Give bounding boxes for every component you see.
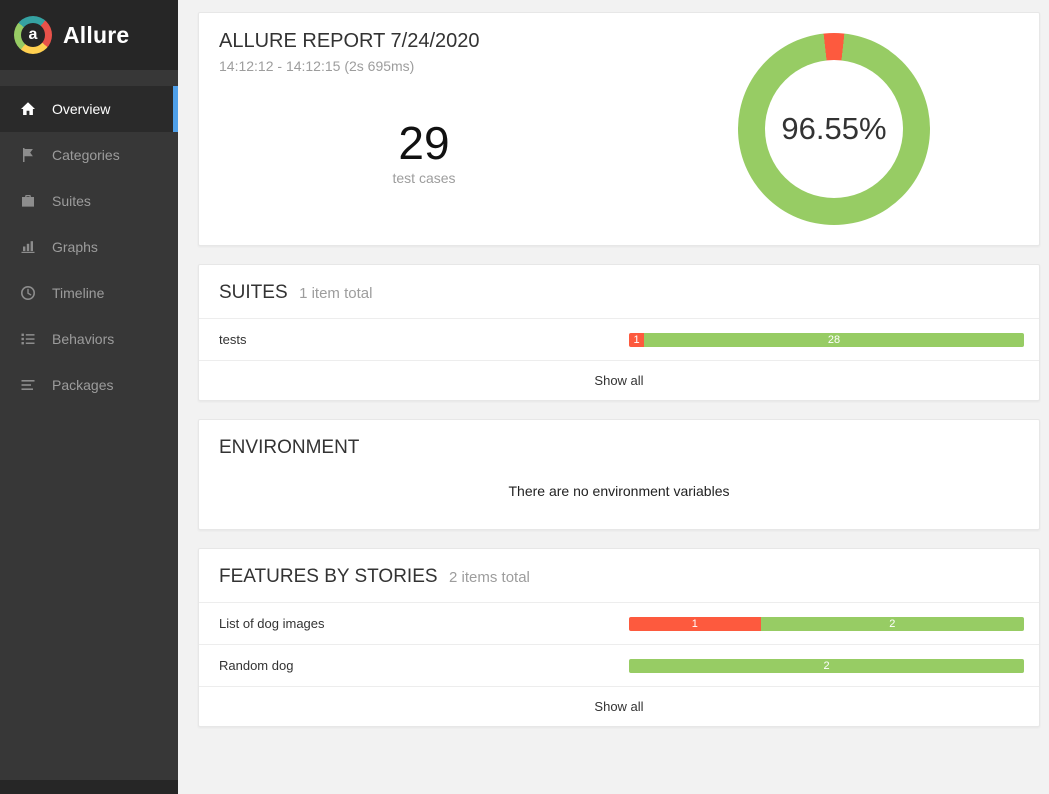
sidebar-collapse-toggle[interactable] bbox=[0, 780, 178, 794]
brand-name: Allure bbox=[63, 21, 130, 48]
suite-row[interactable]: tests 1 28 bbox=[199, 318, 1039, 360]
overview-right: 96.55% bbox=[629, 13, 1039, 245]
sidebar-item-label: Suites bbox=[52, 193, 91, 209]
sidebar-item-label: Graphs bbox=[52, 239, 98, 255]
sidebar-item-label: Categories bbox=[52, 147, 120, 163]
report-title: ALLURE REPORT 7/24/2020 bbox=[219, 30, 480, 52]
overview-card: ALLURE REPORT 7/24/2020 14:12:12 - 14:12… bbox=[198, 12, 1040, 246]
suites-card: SUITES 1 item total tests 1 28 Show all bbox=[198, 264, 1040, 401]
sidebar-item-behaviors[interactable]: Behaviors bbox=[0, 316, 178, 362]
bar-segment-failed: 1 bbox=[629, 616, 761, 631]
bar-segment-passed: 2 bbox=[760, 616, 1024, 631]
environment-title: ENVIRONMENT bbox=[219, 437, 360, 458]
sidebar-item-label: Timeline bbox=[52, 285, 105, 301]
total-tests-block: 29 test cases bbox=[219, 74, 629, 231]
total-tests-label: test cases bbox=[392, 170, 456, 187]
allure-logo-icon: a bbox=[14, 16, 52, 54]
sidebar-item-label: Behaviors bbox=[52, 331, 115, 347]
sidebar-item-packages[interactable]: Packages bbox=[0, 362, 178, 408]
sidebar-item-overview[interactable]: Overview bbox=[0, 86, 178, 132]
success-rate-label: 96.55% bbox=[781, 111, 887, 146]
report-time-range: 14:12:12 - 14:12:15 (2s 695ms) bbox=[219, 58, 415, 74]
suites-subtitle: 1 item total bbox=[299, 285, 373, 302]
environment-card: ENVIRONMENT There are no environment var… bbox=[198, 419, 1040, 530]
bar-chart-icon bbox=[19, 239, 37, 255]
sidebar-item-timeline[interactable]: Timeline bbox=[0, 270, 178, 316]
success-rate-donut[interactable]: 96.55% bbox=[738, 33, 930, 225]
feature-stats-bar: 2 bbox=[629, 658, 1024, 673]
feature-name: List of dog images bbox=[219, 616, 325, 631]
features-show-all-link[interactable]: Show all bbox=[199, 686, 1039, 726]
bar-segment-failed: 1 bbox=[629, 332, 644, 347]
features-header: FEATURES BY STORIES 2 items total bbox=[199, 549, 1039, 602]
clock-icon bbox=[19, 285, 37, 301]
suite-stats-bar: 1 28 bbox=[629, 332, 1024, 347]
brand: a Allure bbox=[0, 0, 178, 70]
overview-left: ALLURE REPORT 7/24/2020 14:12:12 - 14:12… bbox=[199, 13, 629, 245]
sidebar-item-label: Packages bbox=[52, 377, 114, 393]
align-left-icon bbox=[19, 377, 37, 393]
list-icon bbox=[19, 331, 37, 347]
suites-show-all-link[interactable]: Show all bbox=[199, 360, 1039, 400]
briefcase-icon bbox=[19, 193, 37, 209]
suite-name: tests bbox=[219, 332, 247, 347]
allure-logo-letter: a bbox=[21, 23, 45, 47]
sidebar-nav: Overview Categories Suites Graphs bbox=[0, 86, 178, 780]
main-content: ALLURE REPORT 7/24/2020 14:12:12 - 14:12… bbox=[178, 0, 1049, 794]
sidebar-item-categories[interactable]: Categories bbox=[0, 132, 178, 178]
features-title: FEATURES BY STORIES bbox=[219, 566, 438, 587]
features-card: FEATURES BY STORIES 2 items total List o… bbox=[198, 548, 1040, 727]
bar-segment-passed: 28 bbox=[644, 332, 1024, 347]
feature-name: Random dog bbox=[219, 658, 294, 673]
features-subtitle: 2 items total bbox=[449, 569, 530, 586]
suites-header: SUITES 1 item total bbox=[199, 265, 1039, 318]
environment-empty-message: There are no environment variables bbox=[508, 483, 730, 499]
environment-header: ENVIRONMENT bbox=[199, 420, 1039, 473]
sidebar-item-label: Overview bbox=[52, 101, 111, 117]
home-icon bbox=[19, 101, 37, 117]
total-tests-count: 29 bbox=[398, 116, 450, 169]
donut-center: 96.55% bbox=[765, 60, 903, 198]
bar-segment-passed: 2 bbox=[629, 658, 1024, 673]
sidebar-item-graphs[interactable]: Graphs bbox=[0, 224, 178, 270]
flag-icon bbox=[19, 147, 37, 163]
feature-row[interactable]: Random dog 2 bbox=[199, 644, 1039, 686]
overview-header: ALLURE REPORT 7/24/2020 14:12:12 - 14:12… bbox=[219, 30, 629, 74]
sidebar-item-suites[interactable]: Suites bbox=[0, 178, 178, 224]
sidebar: a Allure Overview Categories S bbox=[0, 0, 178, 794]
suites-title: SUITES bbox=[219, 282, 288, 303]
